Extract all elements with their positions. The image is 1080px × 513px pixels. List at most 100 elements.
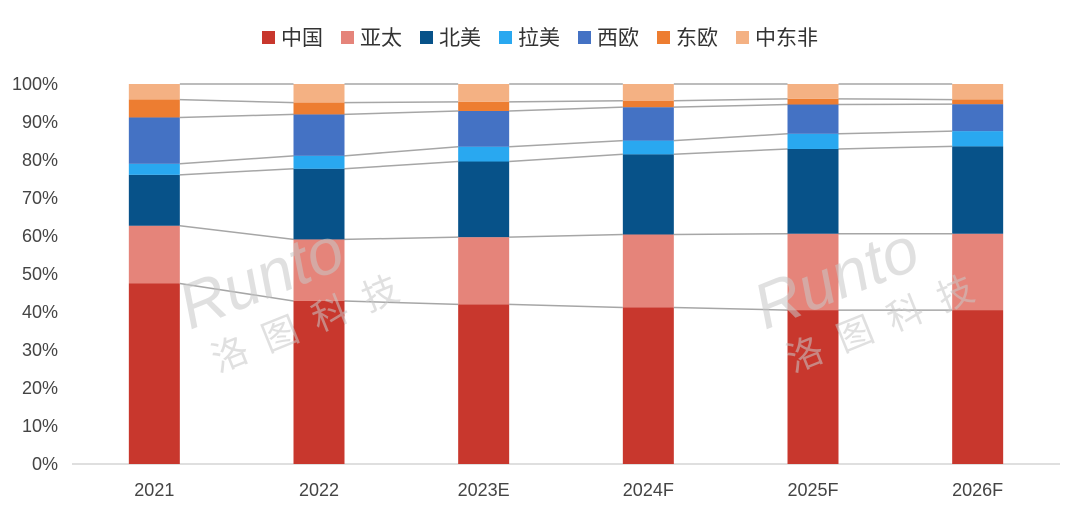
legend-swatch <box>736 30 749 44</box>
bar-segment <box>622 234 674 308</box>
y-tick-label: 30% <box>22 340 58 360</box>
legend-swatch <box>578 30 591 44</box>
legend-label: 中国 <box>281 27 323 50</box>
bar-segment <box>787 133 839 149</box>
series-connector-line <box>179 167 294 176</box>
bar-segment <box>622 140 674 155</box>
bar-segment <box>787 104 839 134</box>
bar-segment <box>952 84 1004 100</box>
y-tick-label: 50% <box>22 264 58 284</box>
bar-segment <box>952 131 1004 147</box>
y-tick-label: 60% <box>22 226 58 246</box>
legend-item: 亚太 <box>341 22 402 52</box>
x-tick-label: 2024F <box>623 480 674 500</box>
bar-segment <box>622 307 674 464</box>
series-connector-line <box>838 145 953 150</box>
legend-label: 拉美 <box>518 27 560 50</box>
bar-segment <box>458 101 510 111</box>
series-connector-line <box>673 306 788 311</box>
legend-item: 拉美 <box>499 22 560 52</box>
bar-segment <box>128 117 180 164</box>
y-tick-label: 100% <box>12 74 58 94</box>
legend-swatch <box>341 30 354 44</box>
legend-item: 北美 <box>420 22 481 52</box>
bar-segment <box>293 114 345 156</box>
x-tick-label: 2026F <box>952 480 1003 500</box>
legend: 中国 亚太 北美 拉美 西欧 东欧 中东非 <box>0 22 1080 52</box>
bar-segment <box>787 148 839 234</box>
legend-swatch <box>657 30 670 44</box>
x-tick-label: 2021 <box>134 480 174 500</box>
bar-segment <box>458 84 510 102</box>
bar-segment <box>622 107 674 141</box>
bar-segment <box>952 104 1004 132</box>
y-tick-label: 10% <box>22 416 58 436</box>
bar-segment <box>787 233 839 311</box>
series-connector-line <box>344 236 459 241</box>
bar-segment <box>293 239 345 301</box>
bar-segment <box>458 237 510 305</box>
y-tick-label: 90% <box>22 112 58 132</box>
series-connector-line <box>179 113 294 119</box>
legend-item: 中国 <box>262 22 323 52</box>
series-connector-line <box>673 148 788 156</box>
series-connector-line <box>509 99 623 103</box>
bar-segment <box>622 100 674 108</box>
series-connector-line <box>344 110 459 116</box>
bar-segment <box>128 99 180 118</box>
bar-segment <box>787 310 839 464</box>
legend-label: 东欧 <box>676 27 718 50</box>
bar-segment <box>952 310 1004 464</box>
bar-segment <box>458 146 510 162</box>
series-connector-line <box>179 155 294 165</box>
bar-segment <box>952 99 1004 105</box>
series-connector-line <box>673 232 788 236</box>
bar-segment <box>293 300 345 464</box>
legend-item: 西欧 <box>578 22 639 52</box>
series-connector-line <box>179 224 294 241</box>
series-connector-line <box>344 300 459 306</box>
legend-swatch <box>262 30 275 44</box>
bar-segment <box>458 304 510 464</box>
bar-segment <box>787 84 839 99</box>
series-connector-line <box>344 145 459 157</box>
y-tick-label: 70% <box>22 188 58 208</box>
series-connector-line <box>673 133 788 142</box>
legend-label: 中东非 <box>755 27 818 50</box>
bar-segment <box>128 283 180 464</box>
series-connector-line <box>838 98 953 101</box>
bar-segment <box>458 161 510 238</box>
bar-segment <box>128 225 180 284</box>
series-connector-line <box>344 160 459 170</box>
series-connector-line <box>344 101 459 104</box>
y-tick-label: 0% <box>32 454 58 474</box>
bar-segment <box>952 233 1004 311</box>
legend-item: 中东非 <box>736 22 818 52</box>
bar-segment <box>293 155 345 169</box>
x-tick-label: 2023E <box>458 480 510 500</box>
y-tick-label: 80% <box>22 150 58 170</box>
bar-segment <box>622 154 674 235</box>
series-connector-line <box>179 98 294 104</box>
bar-segment <box>128 84 180 100</box>
series-connector-line <box>179 282 294 302</box>
legend-swatch <box>499 30 512 44</box>
y-tick-label: 20% <box>22 378 58 398</box>
series-connector-line <box>509 303 623 309</box>
bar-segment <box>293 84 345 103</box>
legend-item: 东欧 <box>657 22 718 52</box>
bar-segment <box>128 174 180 226</box>
bar-segment <box>787 98 839 105</box>
series-connector-line <box>673 103 788 108</box>
legend-swatch <box>420 30 433 44</box>
bar-segment <box>128 163 180 175</box>
series-connector-line <box>509 139 623 148</box>
bar-segment <box>293 168 345 240</box>
bar-segment <box>622 84 674 101</box>
legend-label: 亚太 <box>360 27 402 50</box>
bar-segment <box>293 102 345 115</box>
y-tick-label: 40% <box>22 302 58 322</box>
bar-segment <box>952 146 1004 234</box>
x-tick-label: 2025F <box>787 480 838 500</box>
